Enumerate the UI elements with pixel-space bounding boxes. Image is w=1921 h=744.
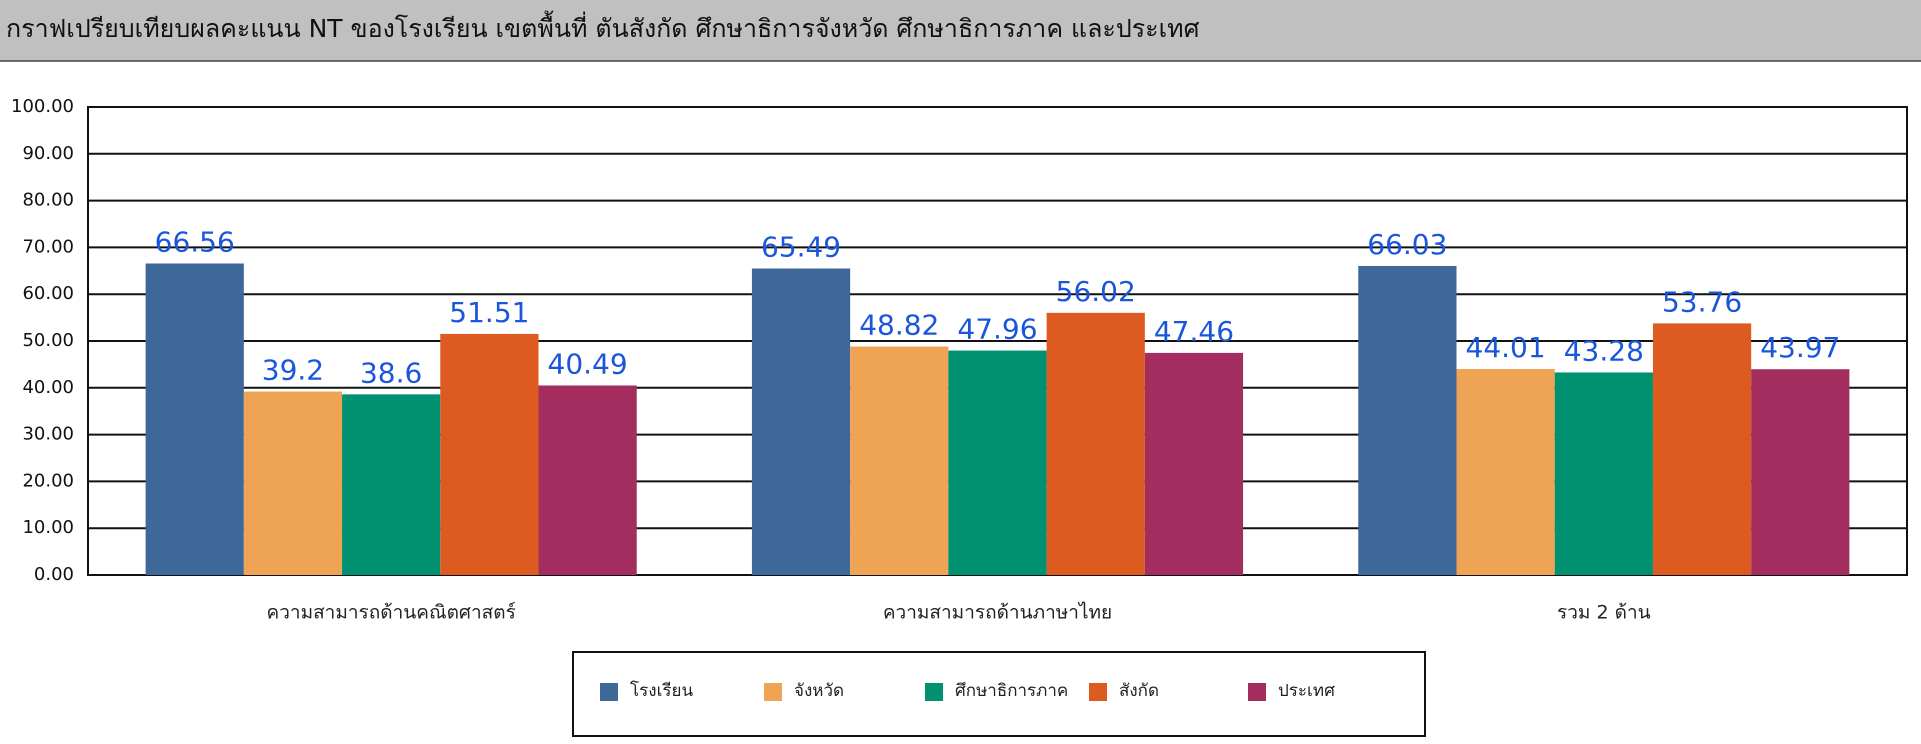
value-label: 53.76	[1662, 285, 1742, 318]
chart-title: กราฟเปรียบเทียบผลคะแนน NT ของโรงเรียน เข…	[6, 10, 1200, 43]
y-tick-label: 90.00	[22, 143, 74, 164]
y-tick-label: 70.00	[22, 236, 74, 257]
legend-label: โรงเรียน	[630, 680, 693, 701]
value-label: 56.02	[1056, 275, 1136, 308]
legend-label: ศึกษาธิการภาค	[955, 681, 1068, 701]
y-tick-label: 60.00	[22, 283, 74, 304]
x-tick-label: ความสามารถด้านคณิตศาสตร์	[267, 602, 516, 624]
legend-swatch	[1089, 683, 1107, 701]
y-tick-label: 10.00	[22, 517, 74, 538]
value-label: 47.96	[957, 313, 1037, 346]
bar	[1144, 352, 1244, 575]
value-label: 39.2	[262, 354, 324, 387]
value-label: 65.49	[761, 231, 841, 264]
x-tick-label: ความสามารถด้านภาษาไทย	[883, 602, 1112, 624]
value-label: 66.56	[155, 225, 235, 258]
value-label: 48.82	[859, 309, 939, 342]
value-label: 51.51	[449, 296, 529, 329]
value-label: 44.01	[1466, 331, 1546, 364]
x-tick-label: รวม 2 ด้าน	[1557, 602, 1651, 624]
y-tick-label: 0.00	[34, 564, 74, 585]
header-band	[0, 0, 1921, 61]
bar	[1751, 369, 1850, 575]
legend-label: จังหวัด	[794, 681, 844, 701]
bar	[440, 333, 539, 575]
value-label: 43.28	[1564, 334, 1644, 367]
y-tick-label: 30.00	[22, 424, 74, 445]
bar	[538, 385, 637, 575]
y-tick-label: 100.00	[11, 96, 74, 117]
y-tick-label: 50.00	[22, 330, 74, 351]
value-label: 40.49	[548, 348, 628, 381]
value-label: 43.97	[1760, 331, 1840, 364]
legend-box	[572, 651, 1426, 737]
bar	[1046, 312, 1145, 575]
legend-swatch	[1248, 683, 1266, 701]
bar	[751, 268, 851, 575]
value-label: 66.03	[1367, 228, 1447, 261]
legend-label: สังกัด	[1119, 681, 1159, 701]
y-tick-label: 20.00	[22, 470, 74, 491]
y-tick-label: 80.00	[22, 190, 74, 211]
legend-swatch	[925, 683, 943, 701]
value-label: 47.46	[1154, 315, 1234, 348]
bar	[1456, 369, 1555, 575]
bar	[948, 350, 1047, 575]
bar	[145, 263, 244, 575]
legend-label: ประเทศ	[1278, 681, 1335, 701]
bar	[850, 346, 949, 575]
legend-swatch	[600, 683, 618, 701]
bar	[1554, 372, 1653, 575]
bar	[1652, 323, 1752, 575]
legend-swatch	[764, 683, 782, 701]
bar	[1358, 265, 1457, 575]
bar	[243, 391, 343, 575]
bar	[342, 394, 441, 575]
y-tick-label: 40.00	[22, 377, 74, 398]
value-label: 38.6	[360, 356, 422, 389]
